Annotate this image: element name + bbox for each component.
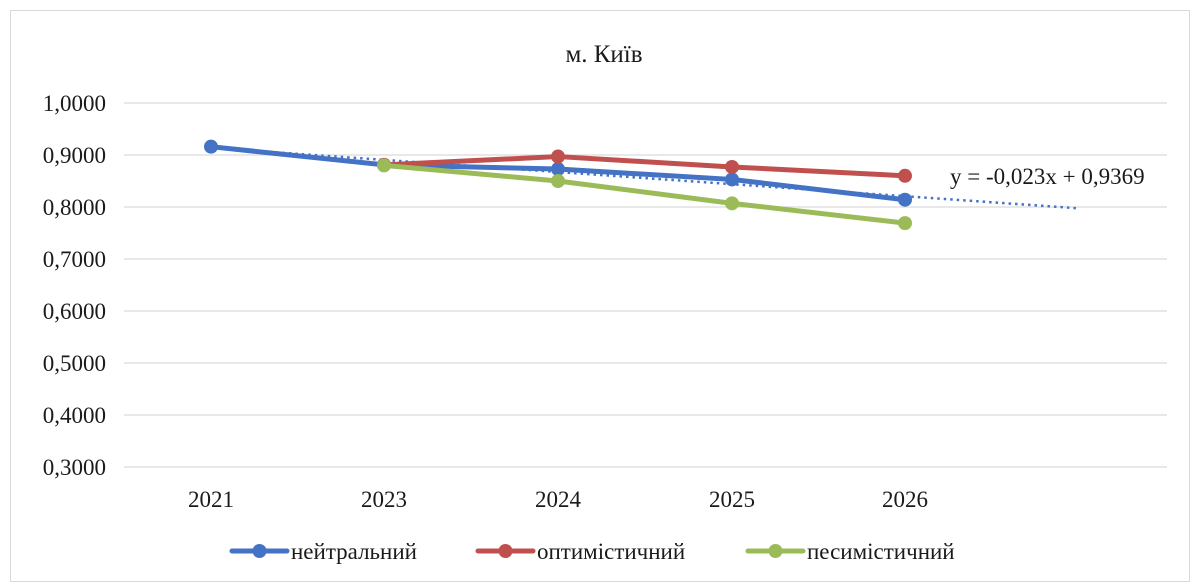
series-line bbox=[381, 154, 908, 179]
legend-item: оптимістичний bbox=[475, 539, 685, 564]
data-point bbox=[898, 168, 912, 183]
y-axis-labels: 1,0000 0,9000 0,8000 0,7000 0,6000 0,5000 0,40… bbox=[43, 91, 106, 480]
x-axis-labels: 2021 2023 2024 2025 2026 bbox=[188, 487, 928, 512]
y-tick-label: 0,7000 bbox=[43, 247, 106, 272]
trendline bbox=[210, 146, 1077, 210]
y-tick-label: 0,3000 bbox=[43, 455, 106, 480]
x-tick-label: 2023 bbox=[361, 487, 407, 512]
legend-swatch-marker bbox=[252, 544, 267, 558]
series-line bbox=[381, 162, 908, 226]
data-point bbox=[377, 158, 391, 173]
data-point bbox=[204, 139, 218, 154]
legend-item: песимістичний bbox=[745, 539, 955, 564]
legend-label: оптимістичний bbox=[537, 539, 685, 564]
data-point bbox=[898, 192, 912, 207]
legend-label: песимістичний bbox=[807, 539, 955, 564]
legend-label: нейтральний bbox=[291, 539, 417, 564]
legend-item: нейтральний bbox=[229, 539, 417, 564]
data-point bbox=[725, 196, 739, 211]
trendline-equation: y = -0,023x + 0,9369 bbox=[950, 164, 1145, 189]
y-tick-label: 0,6000 bbox=[43, 299, 106, 324]
grid-lines bbox=[124, 102, 1167, 468]
data-point bbox=[898, 216, 912, 231]
chart-title: м. Київ bbox=[565, 41, 642, 68]
x-tick-label: 2025 bbox=[709, 487, 755, 512]
x-tick-label: 2021 bbox=[188, 487, 234, 512]
chart-frame bbox=[10, 10, 1190, 582]
y-tick-label: 0,5000 bbox=[43, 351, 106, 376]
series-group bbox=[204, 139, 912, 231]
data-point bbox=[551, 174, 565, 188]
data-point bbox=[725, 172, 739, 187]
y-tick-label: 0,4000 bbox=[43, 403, 106, 428]
legend-swatch-marker bbox=[498, 544, 513, 558]
data-point bbox=[551, 162, 565, 177]
y-tick-label: 0,9000 bbox=[43, 143, 106, 168]
legend: нейтральний оптимістичний песимістичний bbox=[229, 539, 955, 564]
trendline-group bbox=[210, 146, 1077, 210]
legend-swatch-marker bbox=[768, 544, 783, 558]
x-tick-label: 2024 bbox=[535, 487, 582, 512]
y-tick-label: 0,8000 bbox=[43, 195, 106, 220]
x-tick-label: 2026 bbox=[882, 487, 928, 512]
y-tick-label: 1,0000 bbox=[43, 91, 106, 116]
data-point bbox=[551, 149, 565, 164]
series-песимістичний bbox=[377, 158, 912, 231]
data-point bbox=[725, 159, 739, 174]
